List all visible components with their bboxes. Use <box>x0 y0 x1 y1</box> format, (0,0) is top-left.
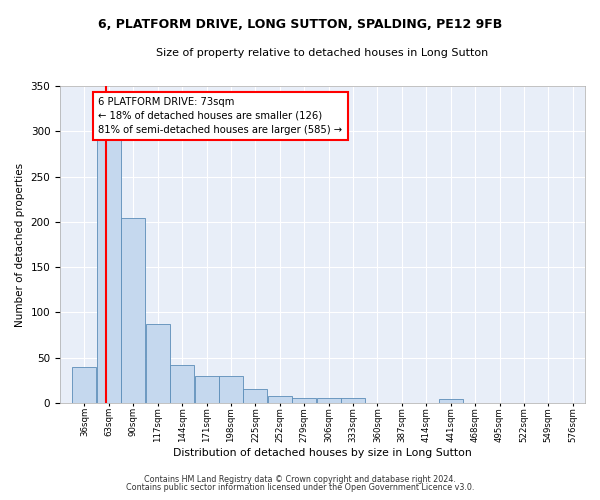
Bar <box>194 376 218 403</box>
Bar <box>121 218 145 403</box>
Bar <box>292 398 316 403</box>
Bar <box>317 398 341 403</box>
Bar <box>73 366 97 403</box>
Y-axis label: Number of detached properties: Number of detached properties <box>15 162 25 326</box>
Bar <box>219 376 243 403</box>
Bar <box>244 390 268 403</box>
Bar <box>97 140 121 403</box>
Text: 6, PLATFORM DRIVE, LONG SUTTON, SPALDING, PE12 9FB: 6, PLATFORM DRIVE, LONG SUTTON, SPALDING… <box>98 18 502 30</box>
Title: Size of property relative to detached houses in Long Sutton: Size of property relative to detached ho… <box>157 48 488 58</box>
Text: Contains HM Land Registry data © Crown copyright and database right 2024.: Contains HM Land Registry data © Crown c… <box>144 475 456 484</box>
Text: Contains public sector information licensed under the Open Government Licence v3: Contains public sector information licen… <box>126 484 474 492</box>
Bar <box>439 400 463 403</box>
Bar <box>146 324 170 403</box>
Bar <box>341 398 365 403</box>
Bar <box>170 365 194 403</box>
Bar <box>268 396 292 403</box>
X-axis label: Distribution of detached houses by size in Long Sutton: Distribution of detached houses by size … <box>173 448 472 458</box>
Text: 6 PLATFORM DRIVE: 73sqm
← 18% of detached houses are smaller (126)
81% of semi-d: 6 PLATFORM DRIVE: 73sqm ← 18% of detache… <box>98 97 343 135</box>
